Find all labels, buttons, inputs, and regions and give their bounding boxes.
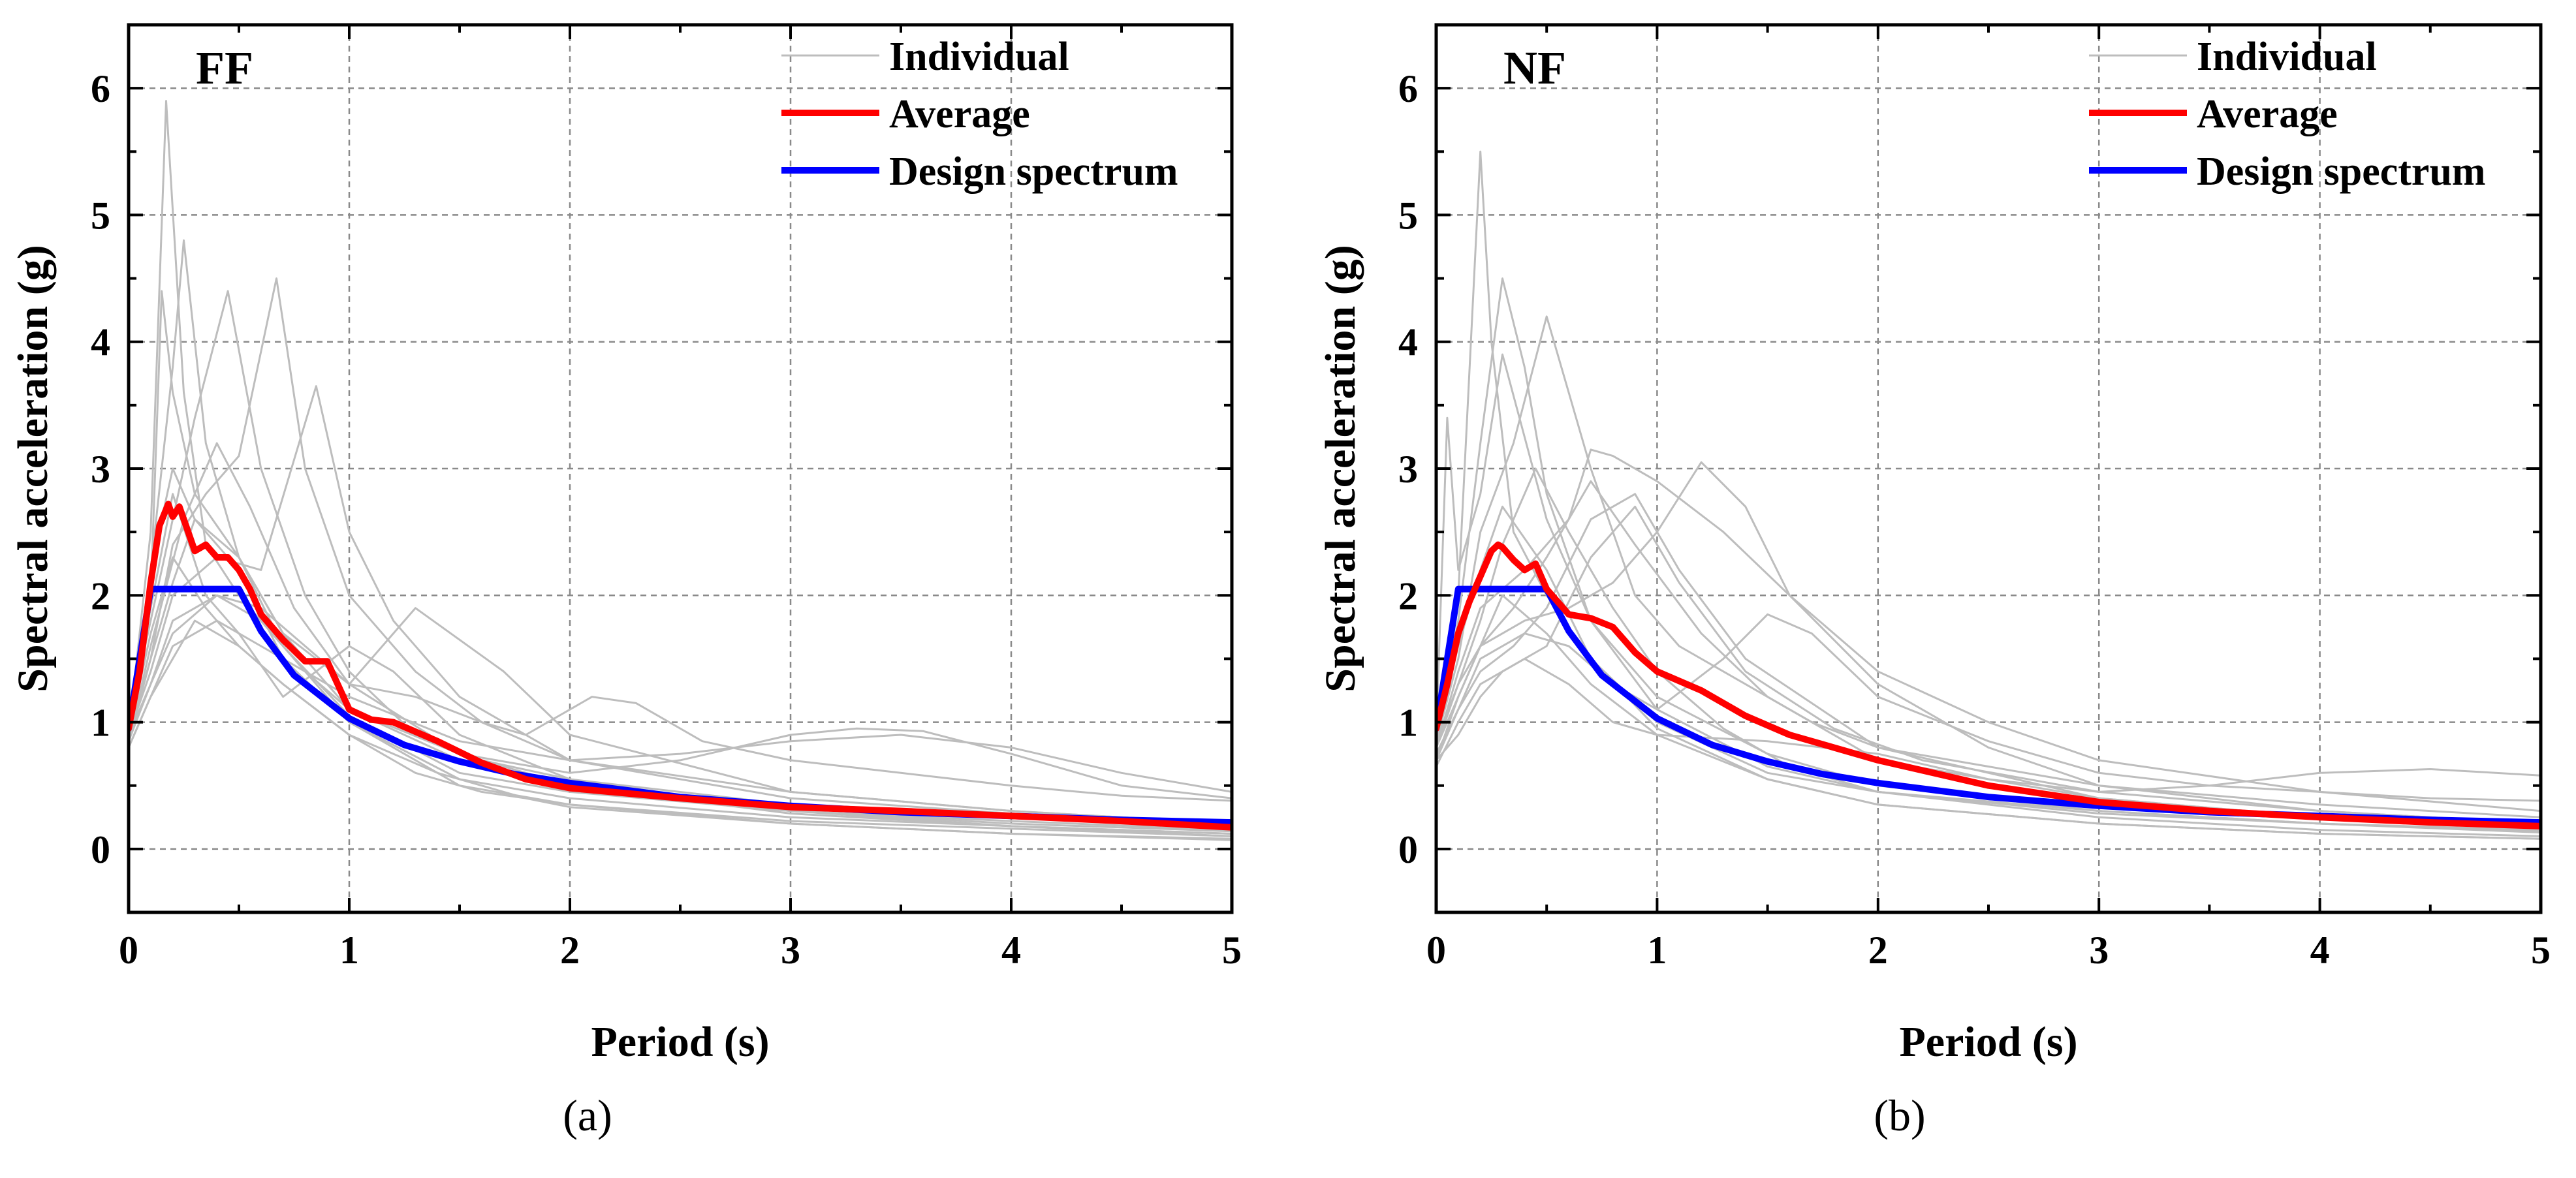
series-individual-4 — [1436, 448, 2541, 813]
series-individual-14 — [129, 556, 1232, 837]
x-tick-label: 2 — [560, 929, 580, 972]
series-individual-15 — [129, 518, 1232, 835]
series-average — [129, 501, 1232, 831]
y-tick-label: 4 — [91, 321, 110, 364]
series-individual-14 — [1436, 480, 2541, 829]
x-tick-label: 2 — [1868, 929, 1888, 972]
y-axis-label: Spectral acceleration (g) — [1317, 245, 1364, 692]
x-tick-label: 4 — [2310, 929, 2330, 972]
series-individual-3 — [129, 290, 1232, 828]
x-tick-label: 0 — [1426, 929, 1446, 972]
y-tick-label: 1 — [91, 702, 110, 745]
x-tick-label: 0 — [119, 929, 138, 972]
legend-label-design-spectrum: Design spectrum — [2197, 149, 2486, 194]
series-individual-1 — [129, 100, 1232, 831]
x-tick-label: 5 — [1222, 929, 1242, 972]
legend-label-individual: Individual — [2197, 35, 2377, 79]
y-tick-label: 2 — [1398, 574, 1418, 617]
y-tick-label: 1 — [1398, 702, 1418, 745]
y-tick-label: 3 — [91, 448, 110, 491]
y-tick-label: 6 — [1398, 67, 1418, 110]
series-design-spectrum — [129, 585, 1232, 826]
panel-title: NF — [1503, 42, 1566, 94]
x-tick-label: 3 — [2089, 929, 2109, 972]
series-individual-5 — [129, 385, 1232, 825]
series-individual-7 — [1436, 657, 2541, 793]
x-axis-label: Period (s) — [591, 1018, 769, 1066]
series-individual-3 — [1436, 315, 2541, 818]
x-tick-label: 3 — [781, 929, 800, 972]
y-tick-label: 3 — [1398, 448, 1418, 491]
panel-b: 0 1 2 3 4 5 0 1 2 3 4 5 6 Period (s) Spectral accelera… — [1317, 23, 2551, 1066]
series-individual-8 — [129, 594, 1232, 799]
series-individual-4 — [129, 277, 1232, 825]
series-individual-8 — [1436, 353, 2541, 834]
y-axis-label: Spectral acceleration (g) — [9, 245, 57, 692]
series-group — [129, 100, 1232, 841]
series-individual-9 — [129, 290, 1232, 825]
series-individual-6 — [1436, 613, 2541, 802]
x-axis-label: Period (s) — [1899, 1018, 2077, 1066]
series-individual-13 — [129, 493, 1232, 837]
x-tick-label: 5 — [2531, 929, 2551, 972]
caption-b: (b) — [1874, 1091, 1926, 1140]
y-tick-label: 2 — [91, 574, 110, 617]
y-tick-label: 6 — [91, 67, 110, 110]
x-tick-label: 4 — [1001, 929, 1021, 972]
series-average — [1436, 541, 2541, 829]
caption-a: (a) — [563, 1091, 612, 1140]
series-individual-11 — [1436, 467, 2541, 837]
series-group — [1436, 150, 2541, 840]
series-individual-5 — [1436, 461, 2541, 825]
panel-a: 0 1 2 3 4 5 0 1 2 3 4 5 6 Period (s) Spectral accelera… — [9, 23, 1242, 1066]
series-individual-2 — [129, 239, 1232, 835]
y-tick-label: 5 — [1398, 194, 1418, 237]
legend-label-individual: Individual — [889, 35, 1069, 79]
series-individual-7 — [129, 619, 1232, 793]
legend-label-average: Average — [2197, 92, 2338, 136]
series-individual-1 — [1436, 150, 2541, 831]
y-tick-label: 0 — [1398, 828, 1418, 871]
panel-title: FF — [196, 42, 253, 94]
y-tick-label: 5 — [91, 194, 110, 237]
x-tick-label: 1 — [339, 929, 359, 972]
legend-label-average: Average — [889, 92, 1030, 136]
y-tick-label: 0 — [91, 828, 110, 871]
series-individual-12 — [1436, 505, 2541, 825]
x-tick-label: 1 — [1647, 929, 1667, 972]
y-tick-label: 4 — [1398, 321, 1418, 364]
legend-label-design-spectrum: Design spectrum — [889, 149, 1178, 194]
